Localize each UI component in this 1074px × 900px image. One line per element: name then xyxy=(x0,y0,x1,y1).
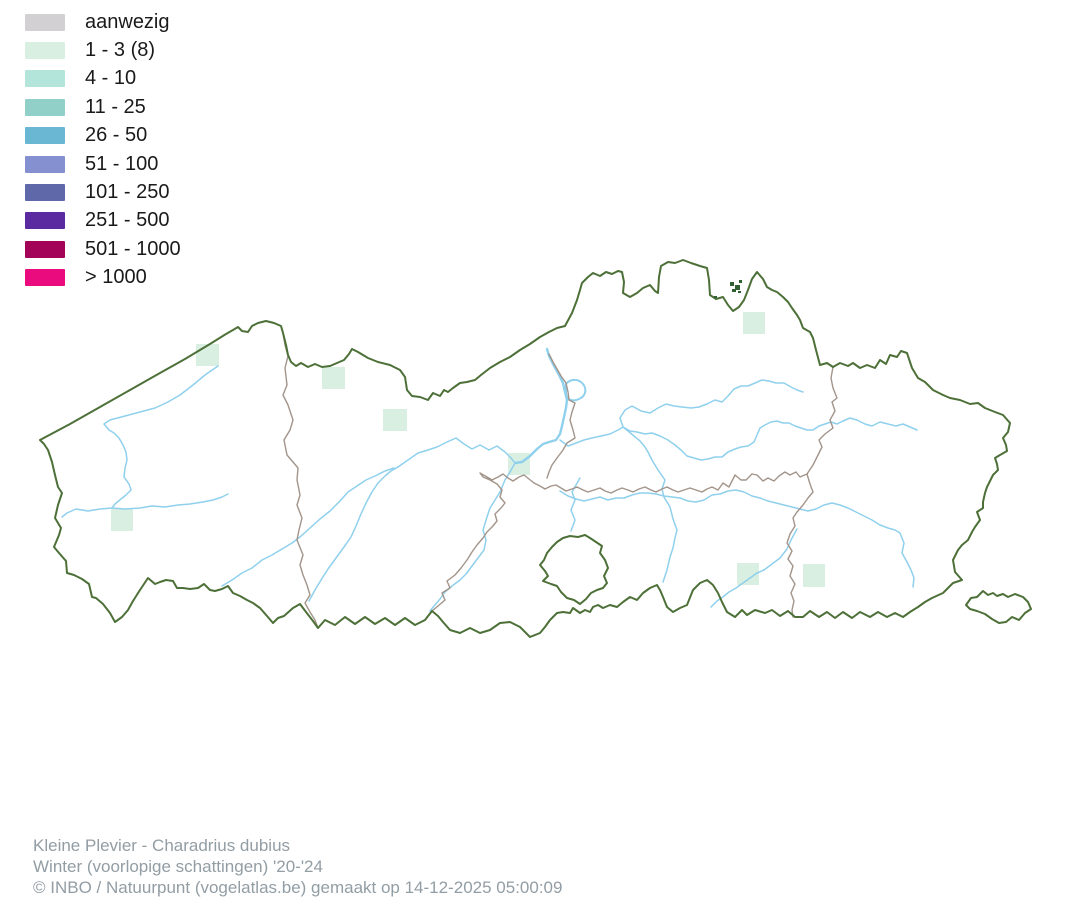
legend-swatch xyxy=(25,98,65,116)
legend-row: 4 - 10 xyxy=(25,65,181,93)
river-ijzer xyxy=(61,365,229,518)
voeren-outline xyxy=(965,590,1032,624)
legend-swatch xyxy=(25,13,65,31)
legend-swatch xyxy=(25,269,65,287)
river-schelde-gent xyxy=(397,437,516,468)
legend-row: 101 - 250 xyxy=(25,178,181,206)
legend-swatch xyxy=(25,70,65,88)
caption-season: Winter (voorlopige schattingen) '20-'24 xyxy=(33,857,323,876)
legend-swatch xyxy=(25,184,65,202)
legend-row: aanwezig xyxy=(25,8,181,36)
legend: aanwezig 1 - 3 (8) 4 - 10 11 - 25 26 - 50 51 … xyxy=(25,8,181,292)
river-bovenschelde xyxy=(308,466,399,602)
caption-copyright: © INBO / Natuurpunt (vogelatlas.be) gema… xyxy=(33,878,563,897)
port-marks-layer xyxy=(714,280,742,298)
border-oostvl-antwerpen xyxy=(546,353,576,479)
observation-square xyxy=(322,367,345,389)
river-leie xyxy=(221,467,395,587)
observation-square xyxy=(803,564,825,587)
river-gete xyxy=(710,528,798,608)
legend-swatch xyxy=(25,240,65,258)
legend-label: 1 - 3 (8) xyxy=(85,39,156,62)
observation-square xyxy=(737,563,759,585)
legend-label: 101 - 250 xyxy=(85,181,170,204)
port-mark xyxy=(738,291,741,293)
legend-label: 501 - 1000 xyxy=(85,237,181,260)
legend-swatch xyxy=(25,212,65,230)
border-vlaamsbrabant-west xyxy=(431,471,808,612)
legend-label: 4 - 10 xyxy=(85,67,137,90)
border-vlaamsbrabant-limburg xyxy=(786,473,814,618)
legend-label: 11 - 25 xyxy=(85,95,146,118)
region-outlines xyxy=(39,259,1032,638)
observation-square xyxy=(196,344,219,366)
caption: Kleine Plevier - Charadrius dubius Winte… xyxy=(33,835,562,898)
legend-swatch xyxy=(25,155,65,173)
legend-row: 51 - 100 xyxy=(25,150,181,178)
legend-row: 1 - 3 (8) xyxy=(25,36,181,64)
legend-row: 11 - 25 xyxy=(25,93,181,121)
legend-swatch xyxy=(25,42,65,60)
river-grote-nete xyxy=(622,417,918,461)
legend-label: aanwezig xyxy=(85,10,170,33)
brussels-enclave-outline xyxy=(539,534,609,605)
border-antwerpen-limburg xyxy=(806,366,838,475)
river-schelde-antwerpen xyxy=(513,347,569,465)
flanders-outline xyxy=(39,259,1011,638)
port-mark xyxy=(730,282,734,286)
observation-square xyxy=(508,453,530,475)
river-dijle xyxy=(622,426,678,583)
port-mark xyxy=(735,285,740,290)
legend-row: 251 - 500 xyxy=(25,207,181,235)
port-mark xyxy=(714,296,717,298)
legend-label: 26 - 50 xyxy=(85,124,148,147)
observation-squares-layer xyxy=(111,312,825,587)
border-westvl-oostvl xyxy=(282,332,319,629)
river-zenne xyxy=(570,477,581,532)
river-kleine-nete xyxy=(619,379,804,428)
legend-row: > 1000 xyxy=(25,264,181,292)
legend-row: 501 - 1000 xyxy=(25,235,181,263)
river-dender xyxy=(429,462,516,612)
river-demer-maas xyxy=(559,489,915,588)
legend-label: 51 - 100 xyxy=(85,152,159,175)
river-rupel xyxy=(559,426,624,447)
rivers xyxy=(61,347,918,612)
legend-label: > 1000 xyxy=(85,266,147,289)
port-mark xyxy=(739,280,742,283)
legend-row: 26 - 50 xyxy=(25,122,181,150)
observation-square xyxy=(111,509,133,531)
port-mark xyxy=(732,289,736,292)
observation-square xyxy=(743,312,765,334)
observation-square xyxy=(383,409,407,431)
legend-label: 251 - 500 xyxy=(85,209,170,232)
legend-swatch xyxy=(25,127,65,145)
caption-species: Kleine Plevier - Charadrius dubius xyxy=(33,836,291,855)
province-borders xyxy=(282,332,838,629)
